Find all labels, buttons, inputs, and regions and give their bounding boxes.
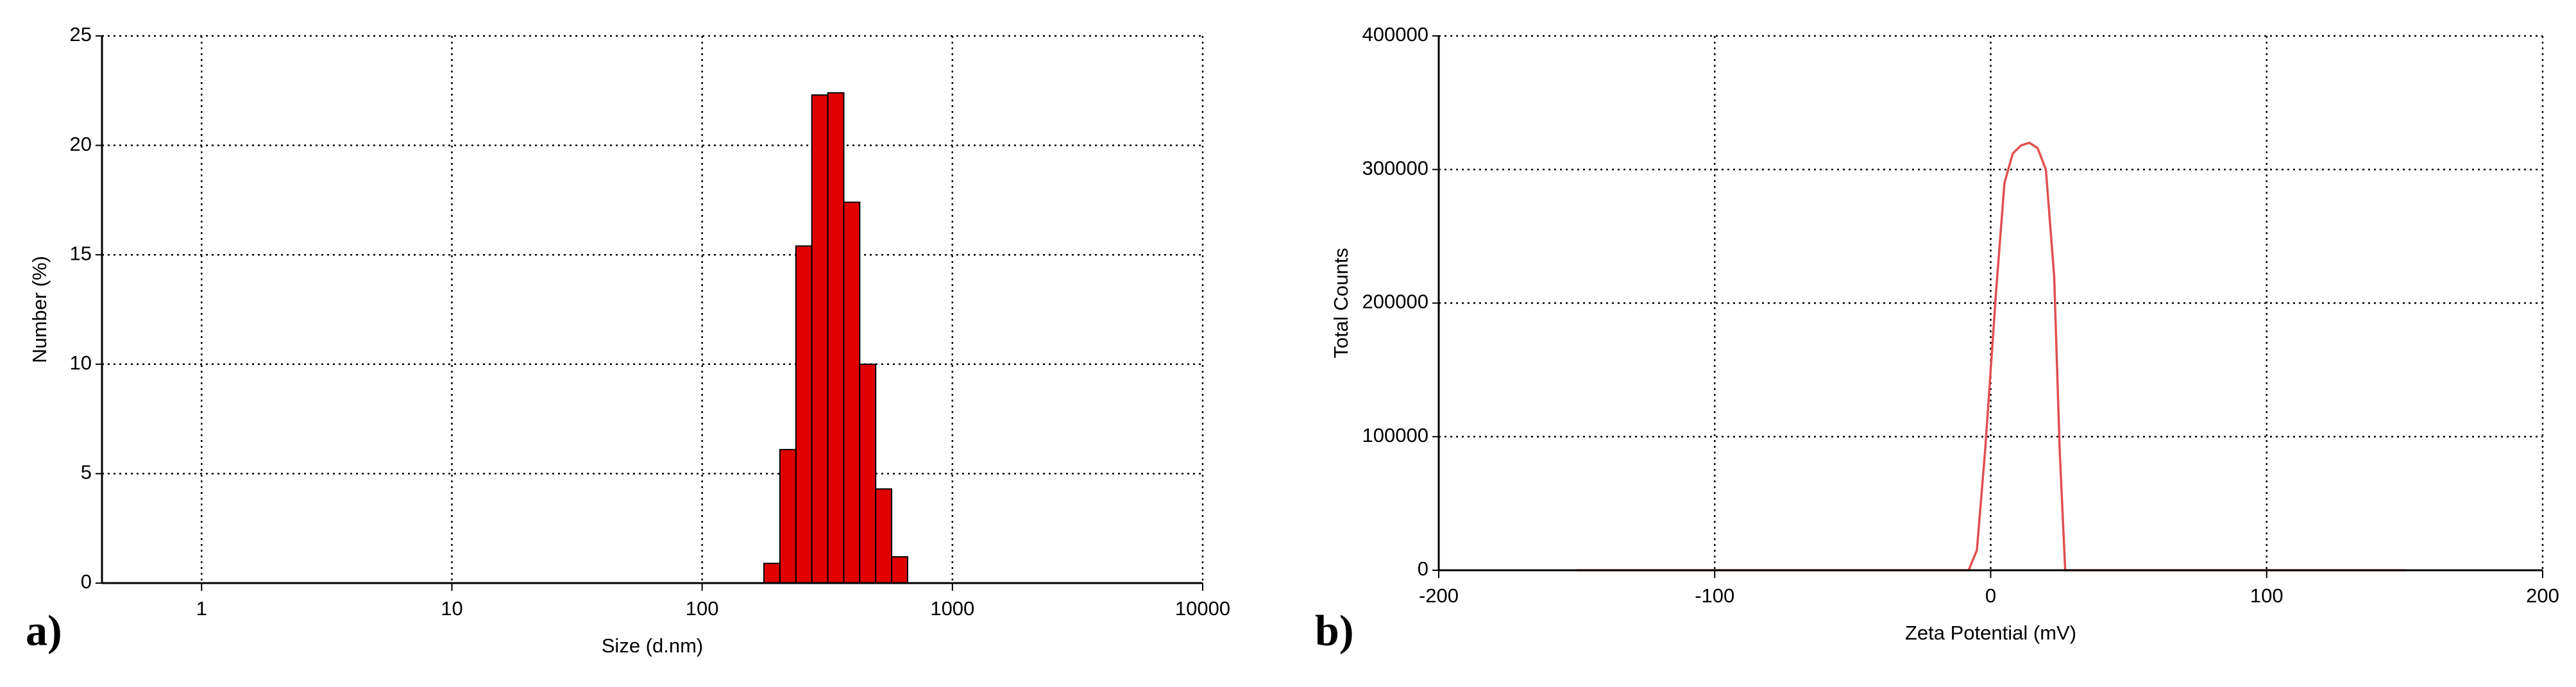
x-tick-label: -100 <box>1695 584 1734 607</box>
x-tick-label: 1000 <box>930 597 974 620</box>
bar <box>859 363 877 584</box>
bar <box>827 92 845 584</box>
y-tick-label: 10 <box>70 352 92 374</box>
y-tick-label: 0 <box>81 570 92 593</box>
x-tick-label: 0 <box>1985 584 1996 607</box>
bar <box>875 488 893 584</box>
y-tick-label: 0 <box>1418 557 1428 580</box>
y-tick-label: 400000 <box>1362 23 1428 46</box>
y-tick-label: 5 <box>81 461 92 484</box>
x-tick-label: 100 <box>686 597 719 620</box>
x-tick-label: -200 <box>1419 584 1459 607</box>
bar <box>795 245 813 584</box>
x-tick-label: 100 <box>2250 584 2284 607</box>
y-tick-label: 20 <box>70 133 92 155</box>
panel-label: b) <box>1315 606 1353 655</box>
bar <box>811 94 829 584</box>
y-axis-label: Total Counts <box>1330 248 1352 358</box>
y-axis-label: Number (%) <box>28 256 51 363</box>
y-tick-label: 25 <box>70 23 92 46</box>
panel-label: a) <box>26 606 62 655</box>
y-tick-label: 300000 <box>1362 157 1428 179</box>
x-tick-label: 10 <box>441 597 462 620</box>
x-axis-label: Zeta Potential (mV) <box>1905 622 2076 644</box>
x-tick-label: 10000 <box>1175 597 1230 620</box>
y-tick-label: 100000 <box>1362 424 1428 446</box>
y-tick-label: 15 <box>70 242 92 264</box>
bar <box>763 563 781 584</box>
line <box>1577 141 2405 572</box>
x-tick-label: 200 <box>2526 584 2559 607</box>
bar <box>891 556 908 584</box>
x-axis-label: Size (d.nm) <box>602 634 703 657</box>
bar <box>779 448 797 584</box>
y-tick-label: 200000 <box>1362 291 1428 313</box>
bar <box>843 201 861 584</box>
x-tick-label: 1 <box>196 597 207 620</box>
